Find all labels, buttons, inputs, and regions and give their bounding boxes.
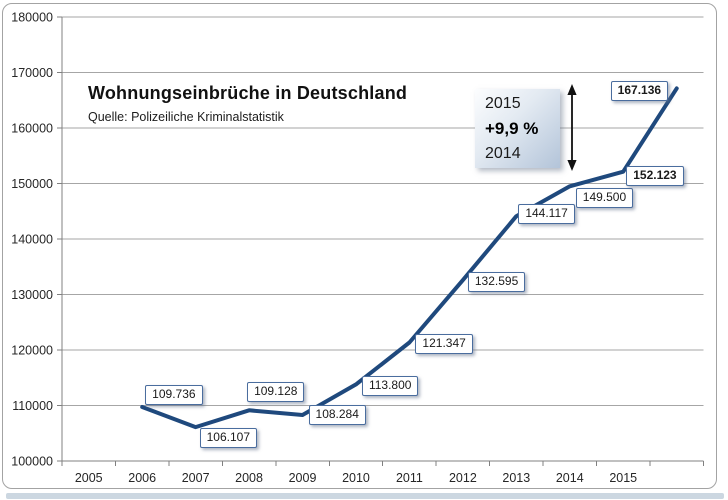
data-label: 109.128 <box>247 382 305 403</box>
data-label: 113.800 <box>361 376 419 397</box>
x-axis-tick-label: 2006 <box>128 471 156 485</box>
y-axis-tick-label: 100000 <box>11 455 53 469</box>
annotation-year-top: 2015 <box>485 95 521 112</box>
y-axis-tick-label: 170000 <box>11 66 53 80</box>
chart-source: Quelle: Polizeiliche Kriminalstatistik <box>88 110 284 124</box>
x-axis-tick-label: 2012 <box>449 471 477 485</box>
x-axis-tick-label: 2010 <box>342 471 370 485</box>
x-axis-tick-label: 2013 <box>502 471 530 485</box>
data-label: 121.347 <box>415 333 473 354</box>
data-label: 152.123 <box>626 165 684 186</box>
data-label: 109.736 <box>145 384 203 405</box>
annotation-year-bottom: 2014 <box>485 145 521 162</box>
x-axis-tick-label: 2009 <box>289 471 317 485</box>
y-axis-tick-label: 120000 <box>11 344 53 358</box>
y-axis-tick-label: 130000 <box>11 288 53 302</box>
x-axis-tick-label: 2015 <box>609 471 637 485</box>
x-axis-tick-label: 2007 <box>182 471 210 485</box>
y-axis-tick-label: 180000 <box>11 11 53 25</box>
data-label: 106.107 <box>199 428 258 449</box>
data-label: 108.284 <box>308 405 366 426</box>
chart-title: Wohnungseinbrüche in Deutschland <box>88 83 408 103</box>
annotation-percent: +9,9 % <box>485 119 539 138</box>
y-axis-tick-label: 160000 <box>11 122 53 136</box>
y-axis-tick-label: 140000 <box>11 233 53 247</box>
data-label: 167.136 <box>610 81 669 102</box>
data-label: 144.117 <box>518 204 575 225</box>
x-axis-tick-label: 2008 <box>235 471 263 485</box>
data-label: 149.500 <box>575 188 634 209</box>
data-series-line <box>140 86 679 430</box>
x-axis-tick-label: 2011 <box>396 471 423 485</box>
annotation-callout: 2015 +9,9 % 2014 <box>475 89 560 168</box>
y-axis-tick-label: 150000 <box>11 177 53 191</box>
y-axis-tick-label: 110000 <box>12 399 53 413</box>
data-label: 132.595 <box>467 272 526 293</box>
x-axis-tick-label: 2014 <box>556 471 584 485</box>
bottom-band <box>6 493 724 499</box>
x-axis-tick-label: 2005 <box>75 471 103 485</box>
double-arrow-icon <box>567 84 577 171</box>
